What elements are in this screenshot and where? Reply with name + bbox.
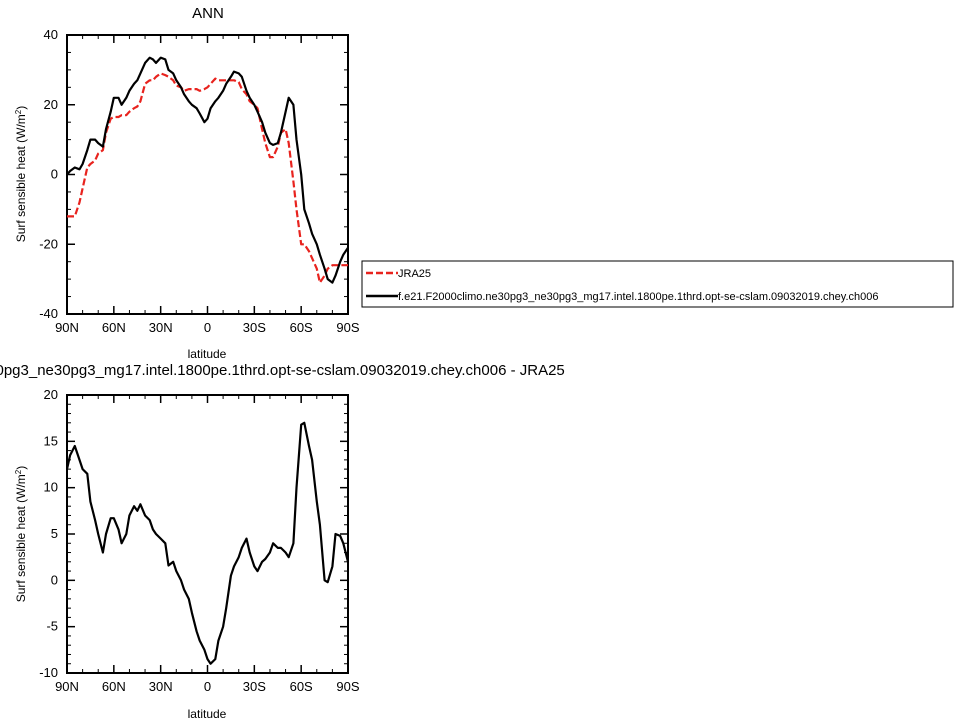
y-axis-label-end: ) <box>14 466 28 470</box>
legend-label-model: f.e21.F2000climo.ne30pg3_ne30pg3_mg17.in… <box>398 291 878 303</box>
x-tick-label: 60N <box>102 320 126 335</box>
y-tick-label: 0 <box>51 572 58 587</box>
plot-frame <box>66 394 349 674</box>
y-tick-label: 15 <box>44 433 58 448</box>
x-tick-label: 30N <box>149 679 173 694</box>
y-tick-label: 40 <box>44 27 58 42</box>
y-tick-label: 20 <box>44 97 58 112</box>
chart-title: ANN <box>192 5 224 22</box>
x-tick-label: 90N <box>55 679 79 694</box>
y-tick-label: -20 <box>39 236 58 251</box>
x-axis-label: latitude <box>188 707 227 721</box>
chart-bottom: f.e21.F2000climo.ne30pg3_ne30pg3_mg17.in… <box>0 362 565 721</box>
series-jra25 <box>67 72 348 284</box>
series-line-0 <box>65 421 350 665</box>
legend-label-jra25: JRA25 <box>398 268 431 280</box>
series-f <box>66 56 349 284</box>
x-axis-label: latitude <box>188 347 227 361</box>
y-axis-label: Surf sensible heat (W/m2) <box>14 106 29 243</box>
y-tick-label: 20 <box>44 387 58 402</box>
x-tick-label: 60S <box>290 320 313 335</box>
y-tick-label: -40 <box>39 306 58 321</box>
plot-frame <box>66 34 349 315</box>
x-tick-label: 90S <box>336 679 359 694</box>
y-axis-label-end: ) <box>14 106 28 110</box>
y-tick-label: 0 <box>51 167 58 182</box>
y-tick-label: -10 <box>39 665 58 680</box>
x-tick-label: 60N <box>102 679 126 694</box>
x-tick-label: 90S <box>336 320 359 335</box>
x-tick-label: 30S <box>243 679 266 694</box>
x-tick-label: 30N <box>149 320 173 335</box>
x-tick-label: 0 <box>204 679 211 694</box>
x-tick-label: 30S <box>243 320 266 335</box>
y-axis-label-main: Surf sensible heat (W/m <box>14 474 28 602</box>
plot-area: 90N 60N 30N 0 30S 60S 90S 40 20 0 -20 -40 <box>39 27 360 335</box>
chart-title: f.e21.F2000climo.ne30pg3_ne30pg3_mg17.in… <box>0 362 565 379</box>
plot-area: 90N 60N 30N 0 30S 60S 90S 20 15 10 5 0 -5 -10 <box>39 387 360 694</box>
x-tick-label: 60S <box>290 679 313 694</box>
x-tick-label: 90N <box>55 320 79 335</box>
y-axis-label: Surf sensible heat (W/m2) <box>14 466 29 603</box>
y-axis-label-sup: 2 <box>14 469 23 474</box>
x-tick-label: 0 <box>204 320 211 335</box>
chart-top: ANN 90N 60N 30N 0 30S 60S 90S 40 20 0 -20 -40 Surf … <box>14 5 954 361</box>
y-tick-label: -5 <box>46 619 58 634</box>
y-tick-label: 10 <box>44 480 58 495</box>
legend: JRA25 f.e21.F2000climo.ne30pg3_ne30pg3_m… <box>361 260 954 308</box>
y-axis-label-sup: 2 <box>14 109 23 114</box>
y-tick-label: 5 <box>51 526 58 541</box>
y-axis-label-main: Surf sensible heat (W/m <box>14 114 28 242</box>
legend-box <box>361 260 954 308</box>
